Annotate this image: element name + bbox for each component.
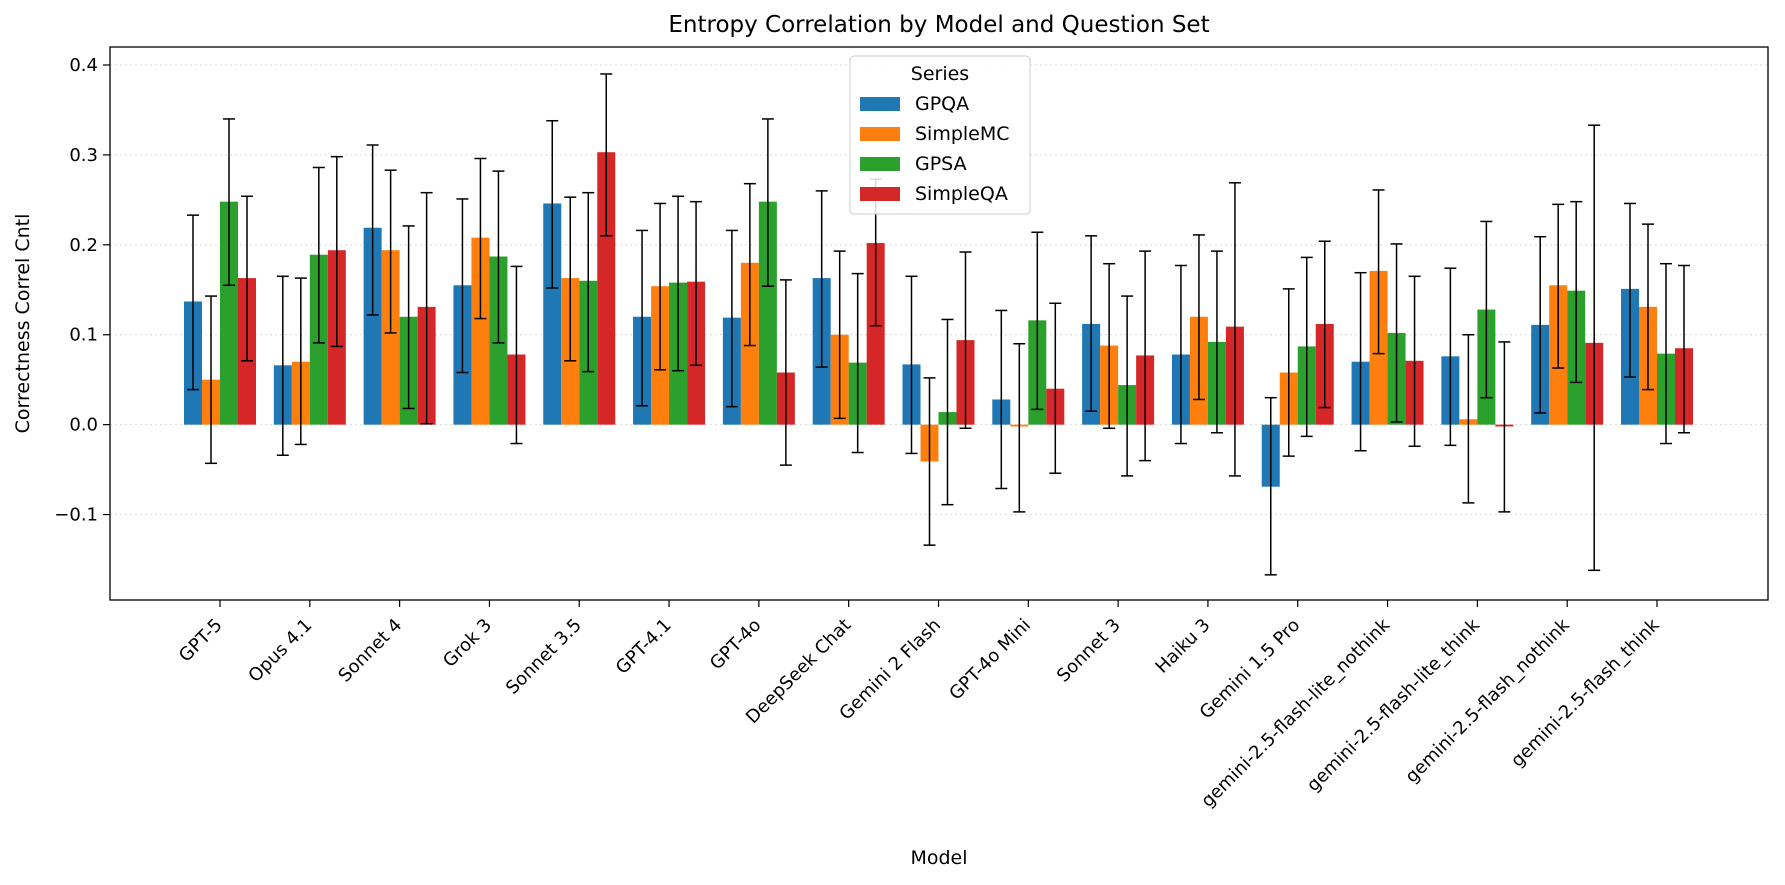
y-tick-label: 0.2 [69, 235, 98, 256]
bar-simplemc [471, 237, 490, 425]
bar-simplemc [381, 250, 400, 425]
bar-gpqa [363, 227, 382, 425]
bar-simpleqa [597, 152, 616, 425]
y-tick-label: −0.1 [54, 505, 98, 526]
y-tick-label: 0.1 [69, 325, 98, 346]
y-tick-label: 0.3 [69, 145, 98, 166]
legend-swatch-simpleqa [860, 187, 900, 201]
legend-label-gpsa: GPSA [915, 153, 967, 175]
legend-label-simpleqa: SimpleQA [915, 183, 1008, 205]
legend-swatch-simplemc [860, 127, 900, 141]
bar-gpsa [758, 201, 777, 425]
legend-swatch-gpqa [860, 97, 900, 111]
legend-swatch-gpsa [860, 157, 900, 171]
x-axis-title: Model [910, 847, 967, 869]
bar-simpleqa [866, 243, 885, 425]
legend-label-gpqa: GPQA [915, 93, 969, 115]
y-tick-label: 0.0 [69, 415, 98, 436]
y-axis: −0.1 0.0 0.1 0.2 0.3 0.4 [54, 55, 110, 526]
legend-title: Series [911, 63, 969, 85]
error-bars [187, 73, 1690, 576]
legend-label-simplemc: SimpleMC [915, 123, 1010, 145]
legend-box [849, 55, 1031, 215]
bar-gpqa [543, 203, 562, 425]
y-axis-title: Correctness Correl Cntl [12, 214, 34, 434]
bar-gpsa [220, 201, 238, 425]
chart-title: Entropy Correlation by Model and Questio… [668, 12, 1209, 38]
y-tick-label: 0.4 [69, 55, 98, 76]
legend: Series GPQA SimpleMC GPSA SimpleQA [849, 55, 1031, 215]
